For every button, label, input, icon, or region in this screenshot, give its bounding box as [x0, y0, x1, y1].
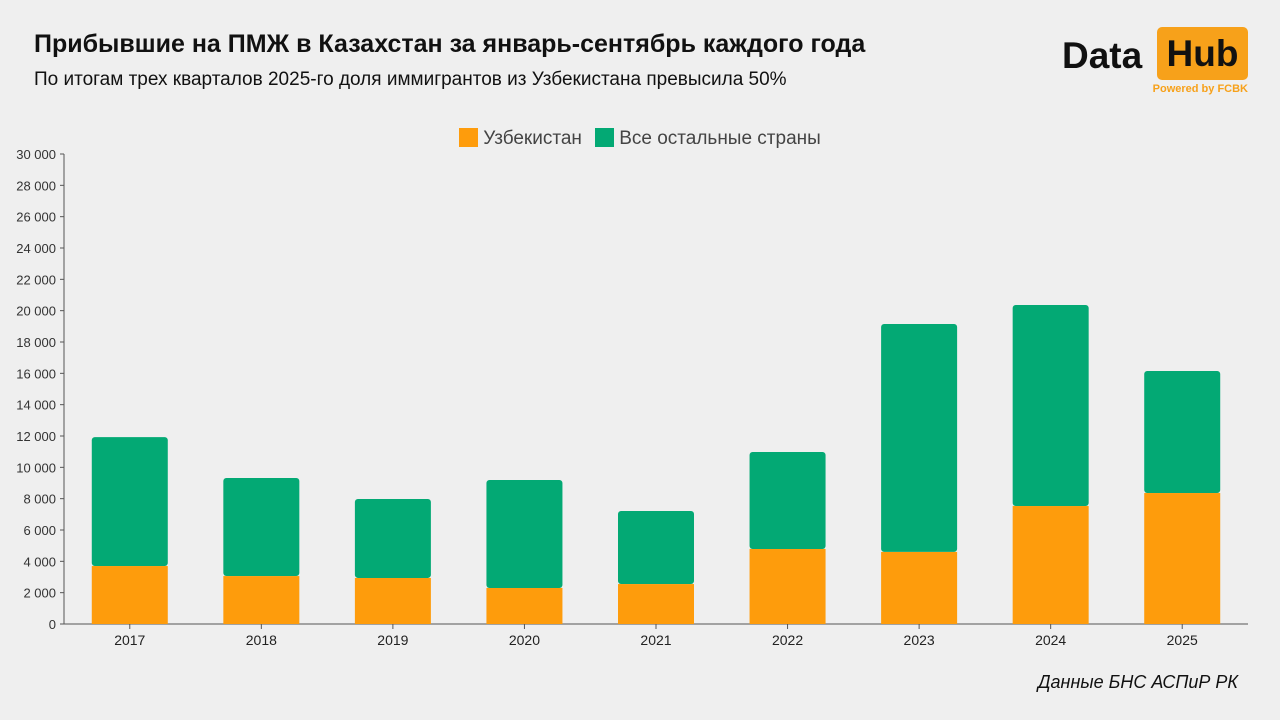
y-tick-label: 18 000: [16, 335, 56, 350]
bar-uzbekistan-2025: [1144, 493, 1221, 624]
y-tick-label: 22 000: [16, 272, 56, 287]
bar-uzbekistan-2021: [618, 584, 694, 624]
y-tick-label: 14 000: [16, 398, 56, 413]
y-tick-label: 28 000: [16, 178, 56, 193]
x-tick-label: 2025: [1167, 632, 1198, 648]
bar-others-2018: [223, 477, 300, 577]
y-tick-label: 20 000: [16, 304, 56, 319]
bar-uzbekistan-2019: [354, 577, 431, 624]
y-tick-label: 6 000: [23, 523, 56, 538]
bar-uzbekistan-2018: [223, 576, 300, 624]
legend-swatch: [595, 128, 615, 147]
y-tick-label: 0: [49, 617, 56, 632]
x-tick-label: 2017: [114, 632, 145, 648]
bar-uzbekistan-2024: [1012, 506, 1089, 624]
chart-subtitle: По итогам трех кварталов 2025-го доля им…: [34, 69, 787, 90]
datahub-logo: Data Hub Powered by FCBK: [1062, 27, 1248, 97]
bar-uzbekistan-2022: [749, 548, 826, 624]
legend: Узбекистан Все остальные страны: [0, 128, 1280, 150]
bar-uzbekistan-2020: [486, 587, 563, 624]
y-tick-label: 24 000: [16, 241, 56, 256]
legend-item-uzbekistan: Узбекистан: [459, 128, 582, 149]
x-tick-label: 2022: [772, 632, 803, 648]
y-tick-label: 2 000: [23, 586, 56, 601]
logo-word-hub: Hub: [1157, 27, 1248, 80]
x-tick-label: 2021: [640, 632, 671, 648]
legend-label: Все остальные страны: [619, 128, 821, 149]
bar-others-2022: [749, 451, 826, 549]
y-tick-label: 8 000: [23, 492, 56, 507]
y-tick-label: 16 000: [16, 366, 56, 381]
y-tick-label: 26 000: [16, 210, 56, 225]
x-tick-label: 2024: [1035, 632, 1066, 648]
y-tick-label: 10 000: [16, 460, 56, 475]
chart-title: Прибывшие на ПМЖ в Казахстан за январь-с…: [34, 30, 866, 58]
legend-label: Узбекистан: [483, 128, 582, 149]
bar-others-2023: [881, 323, 958, 552]
x-tick-label: 2020: [509, 632, 540, 648]
bar-others-2021: [618, 511, 694, 585]
logo-powered: Powered by FCBK: [1152, 83, 1248, 95]
bar-others-2024: [1012, 305, 1089, 507]
legend-item-others: Все остальные страны: [595, 128, 821, 149]
x-tick-label: 2019: [377, 632, 408, 648]
bar-others-2025: [1144, 370, 1221, 494]
y-tick-label: 30 000: [16, 147, 56, 162]
source-note: Данные БНС АСПиР РК: [1037, 672, 1238, 692]
bar-uzbekistan-2023: [881, 551, 958, 624]
legend-swatch: [459, 128, 479, 147]
x-tick-label: 2018: [246, 632, 277, 648]
bar-others-2020: [486, 480, 563, 588]
y-tick-label: 4 000: [23, 554, 56, 569]
x-tick-label: 2023: [904, 632, 935, 648]
bar-others-2017: [91, 437, 168, 567]
y-tick-label: 12 000: [16, 429, 56, 444]
logo-word-data: Data: [1062, 35, 1143, 76]
bar-uzbekistan-2017: [91, 566, 168, 624]
bar-others-2019: [354, 498, 431, 578]
